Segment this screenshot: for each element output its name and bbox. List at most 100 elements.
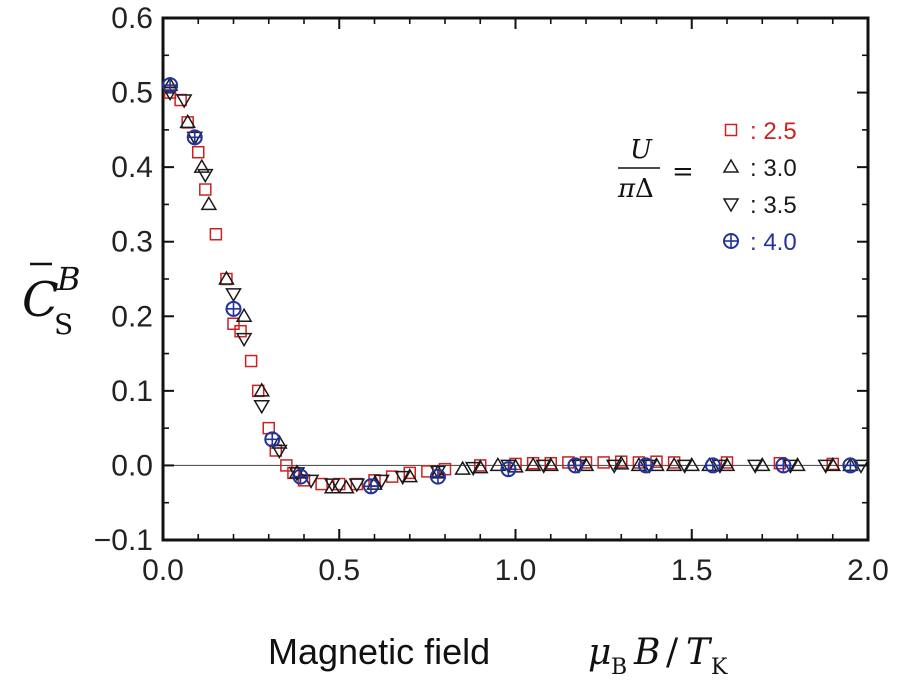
data-point-3.5 <box>746 459 764 474</box>
data-point-4.0 <box>186 129 203 146</box>
data-point-4.0 <box>637 457 654 474</box>
svg-text:S: S <box>54 308 73 341</box>
y-tick-label: 0.1 <box>111 375 153 408</box>
x-axis-title-math: μ B B / T K <box>588 632 728 680</box>
series-3.5 <box>161 86 870 493</box>
svg-text:=: = <box>672 157 694 187</box>
data-point-3.0 <box>630 456 648 472</box>
data-point-3.5 <box>225 288 242 303</box>
data-point-4.0 <box>567 457 584 474</box>
data-point-4.0 <box>842 457 859 474</box>
x-axis-title-text: Magnetic field <box>268 631 490 672</box>
data-point-4.0 <box>264 431 281 448</box>
data-point-3.0 <box>401 468 419 483</box>
y-tick-label: 0.3 <box>111 226 153 259</box>
y-tick-label: 0.2 <box>111 300 153 333</box>
svg-text:B: B <box>611 655 627 680</box>
data-point-3.0 <box>337 479 355 494</box>
data-point-3.0 <box>271 434 288 449</box>
data-point-3.0 <box>542 456 560 472</box>
data-point-3.5 <box>394 470 412 486</box>
data-point-4.0 <box>362 478 379 495</box>
x-tick-label: 2.0 <box>847 554 889 587</box>
data-point-4.0 <box>292 468 309 485</box>
y-tick-label: 0.6 <box>111 2 153 35</box>
data-point-3.0 <box>471 459 489 474</box>
data-point-3.5 <box>535 459 553 474</box>
data-point-3.5 <box>175 94 193 109</box>
data-point-3.0 <box>454 460 471 475</box>
legend-label-3.0: : 3.0 <box>750 155 797 182</box>
legend-item-4.0: : 4.0 <box>723 229 797 256</box>
data-point-3.5 <box>676 459 694 474</box>
data-point-3.5 <box>711 459 729 474</box>
legend-item-2.5: : 2.5 <box>724 118 797 145</box>
data-point-3.0 <box>218 270 235 285</box>
data-point-3.0 <box>718 456 736 472</box>
data-point-3.5 <box>253 400 271 415</box>
svg-text:U: U <box>630 135 653 165</box>
data-point-3.5 <box>271 444 288 460</box>
data-point-3.0 <box>789 456 806 472</box>
svg-text:T: T <box>686 632 713 673</box>
data-point-2.5 <box>192 145 205 159</box>
data-point-3.0 <box>323 479 341 494</box>
data-point-4.0 <box>162 77 179 94</box>
data-point-3.5 <box>817 459 835 474</box>
data-point-3.0 <box>179 113 196 129</box>
data-point-3.5 <box>500 459 517 474</box>
data-point-2.5 <box>209 228 223 241</box>
series-4.0 <box>162 77 859 495</box>
data-point-2.5 <box>280 459 293 472</box>
x-tick-label: 0.5 <box>318 554 360 587</box>
data-point-3.0 <box>824 456 842 472</box>
axis-ticks: −0.10.00.10.20.30.40.50.60.0 0.5 1.0 1.5 2.0 <box>94 2 889 587</box>
data-point-2.5 <box>403 466 416 480</box>
data-point-3.0 <box>683 456 701 472</box>
legend-items: : 2.5 : 3.0 : 3.5 : 4.0 <box>722 118 797 256</box>
legend: U π Δ = : 2.5 : 3.0 : 3.5 : 4.0 <box>617 118 797 256</box>
y-axis-title-math: C S B <box>22 260 81 341</box>
legend-marker-3.0 <box>722 158 740 173</box>
data-point-3.0 <box>524 456 542 472</box>
x-tick-label: 0.0 <box>142 554 184 587</box>
data-point-3.0 <box>753 456 771 472</box>
svg-text:/: / <box>666 632 679 673</box>
legend-title: U π Δ = <box>617 135 694 204</box>
svg-text:μ: μ <box>588 632 611 673</box>
data-point-4.0 <box>704 457 721 474</box>
data-point-4.0 <box>775 457 792 474</box>
legend-marker-3.5 <box>722 198 740 213</box>
data-point-3.5 <box>235 332 253 348</box>
data-point-2.5 <box>234 324 247 338</box>
svg-text:Δ: Δ <box>635 174 654 204</box>
legend-item-3.0: : 3.0 <box>722 155 797 182</box>
data-point-4.0 <box>429 468 446 485</box>
svg-text:B: B <box>56 260 81 298</box>
data-point-3.0 <box>193 158 211 173</box>
x-tick-label: 1.0 <box>495 554 537 587</box>
legend-label-3.5: : 3.5 <box>750 192 797 219</box>
y-tick-label: 0.0 <box>111 449 153 482</box>
data-point-3.5 <box>464 461 482 477</box>
data-point-3.5 <box>429 465 447 480</box>
legend-label-2.5: : 2.5 <box>750 118 797 145</box>
data-point-3.0 <box>235 307 253 323</box>
svg-text:K: K <box>711 655 728 680</box>
data-point-2.5 <box>199 183 212 196</box>
data-point-3.5 <box>302 474 320 489</box>
data-points <box>161 76 870 495</box>
data-point-3.5 <box>605 459 623 474</box>
x-tick-label: 1.5 <box>671 554 713 587</box>
data-point-3.0 <box>665 456 683 472</box>
legend-marker-2.5 <box>724 123 738 137</box>
data-point-3.0 <box>200 195 218 211</box>
data-point-3.5 <box>373 474 390 489</box>
data-point-3.0 <box>612 455 630 470</box>
svg-text:B: B <box>633 632 660 673</box>
data-point-4.0 <box>500 461 517 478</box>
data-point-2.5 <box>597 456 610 469</box>
data-point-2.5 <box>227 317 240 330</box>
data-point-3.5 <box>348 478 366 493</box>
